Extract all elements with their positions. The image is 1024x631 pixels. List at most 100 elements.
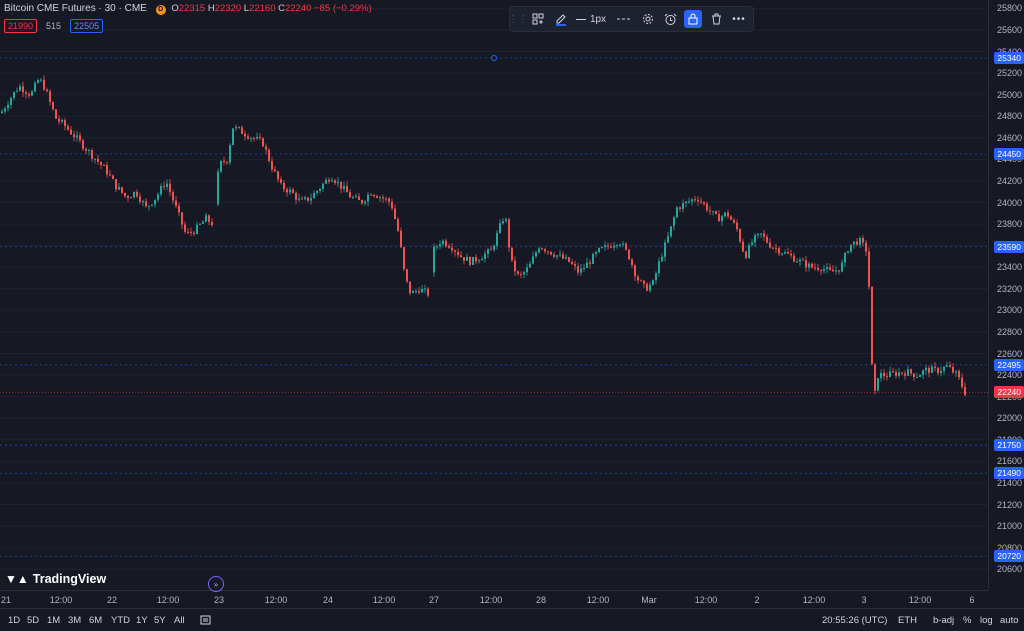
- alarm-icon[interactable]: [660, 7, 680, 31]
- high-value: 22320: [214, 3, 242, 14]
- line-price-tag[interactable]: 21750: [994, 439, 1024, 452]
- candle-body: [739, 229, 741, 242]
- chart-area[interactable]: [0, 0, 988, 590]
- candle: [934, 362, 936, 372]
- candle: [898, 368, 900, 379]
- range-button-6m[interactable]: 6M: [89, 615, 103, 626]
- range-button-ytd[interactable]: YTD: [111, 615, 130, 626]
- candle: [319, 187, 321, 194]
- candle: [616, 244, 618, 249]
- calendar-range-icon[interactable]: [200, 615, 211, 628]
- candle: [391, 198, 393, 211]
- candle-body: [949, 365, 951, 367]
- line-price-tag[interactable]: 22495: [994, 358, 1024, 371]
- range-button-1m[interactable]: 1M: [47, 615, 61, 626]
- session-button[interactable]: ETH: [898, 615, 917, 626]
- candle: [265, 143, 267, 155]
- range-button-all[interactable]: All: [174, 615, 185, 626]
- candle-body: [382, 197, 384, 199]
- candle-body: [859, 238, 861, 245]
- price-tick-label: 21200: [996, 499, 1022, 510]
- candle-body: [442, 240, 444, 245]
- candle-body: [571, 261, 573, 265]
- bid-button[interactable]: 21990: [4, 19, 38, 33]
- tradingview-logo[interactable]: ▼▲ TradingView: [5, 572, 106, 586]
- adjustment-button[interactable]: b-adj: [933, 615, 955, 626]
- candle-body: [244, 133, 246, 137]
- candle-body: [871, 286, 873, 365]
- candle-body: [532, 256, 534, 264]
- candle-body: [37, 80, 39, 83]
- candle: [793, 252, 795, 263]
- range-button-1y[interactable]: 1Y: [136, 615, 148, 626]
- candle: [613, 241, 615, 251]
- candle-body: [952, 366, 954, 373]
- candle-body: [898, 372, 900, 376]
- time-tick-label: 12:00: [802, 595, 826, 605]
- clock-display[interactable]: 20:55:26 (UTC): [822, 615, 888, 626]
- scroll-to-realtime-button[interactable]: »: [208, 576, 224, 592]
- auto-scale-button[interactable]: auto: [1000, 615, 1019, 626]
- candle: [13, 91, 15, 101]
- candle: [217, 168, 219, 207]
- candle-body: [685, 201, 687, 204]
- price-chart[interactable]: [0, 0, 988, 590]
- percent-scale-button[interactable]: %: [963, 615, 972, 626]
- candle: [625, 242, 627, 252]
- more-icon[interactable]: •••: [732, 13, 746, 25]
- pencil-icon[interactable]: [551, 7, 571, 31]
- candle-body: [295, 193, 297, 200]
- dash-style-icon[interactable]: [614, 7, 634, 31]
- candle-body: [160, 185, 162, 195]
- lock-icon[interactable]: [684, 10, 702, 28]
- candle-body: [943, 366, 945, 371]
- candle-body: [928, 367, 930, 373]
- tradingview-logo-text: TradingView: [32, 572, 107, 586]
- template-icon[interactable]: [528, 7, 548, 31]
- line-anchor-handle[interactable]: [491, 55, 497, 62]
- candle: [961, 373, 963, 390]
- candle: [61, 118, 63, 124]
- symbol-title[interactable]: Bitcoin CME Futures · 30 · CME: [4, 3, 147, 14]
- candle-body: [310, 198, 312, 201]
- candle: [256, 132, 258, 141]
- gear-icon[interactable]: [638, 7, 658, 31]
- line-price-tag[interactable]: 24450: [994, 147, 1024, 160]
- last-price-tag[interactable]: 22240: [994, 386, 1024, 399]
- range-button-5d[interactable]: 5D: [27, 615, 40, 626]
- candle-body: [625, 243, 627, 250]
- candle-body: [463, 257, 465, 261]
- trash-icon[interactable]: [706, 7, 726, 31]
- log-scale-button[interactable]: log: [980, 615, 993, 626]
- candle-body: [628, 249, 630, 260]
- ask-button[interactable]: 22505: [70, 19, 104, 33]
- line-price-tag[interactable]: 21490: [994, 467, 1024, 480]
- price-axis[interactable]: 2580025600254002520025000248002460024400…: [988, 0, 1024, 590]
- candle-body: [724, 212, 726, 217]
- drag-handle-icon[interactable]: ⋮⋮: [508, 13, 528, 25]
- candle: [700, 197, 702, 205]
- candle-body: [850, 244, 852, 252]
- candle: [952, 363, 954, 374]
- line-price-tag[interactable]: 25340: [994, 52, 1024, 64]
- range-button-1d[interactable]: 1D: [8, 615, 21, 626]
- range-button-5y[interactable]: 5Y: [154, 615, 166, 626]
- candle-body: [721, 216, 723, 222]
- candle: [118, 182, 120, 191]
- candle-body: [613, 245, 615, 248]
- candle: [289, 186, 291, 195]
- candle-body: [277, 171, 279, 180]
- range-button-3m[interactable]: 3M: [68, 615, 82, 626]
- line-width-button[interactable]: 1px: [573, 7, 609, 31]
- data-provider-badge[interactable]: D: [155, 5, 166, 15]
- candle: [340, 181, 342, 193]
- candle: [931, 364, 933, 373]
- line-price-tag[interactable]: 20720: [994, 550, 1024, 563]
- candle-body: [694, 199, 696, 201]
- time-axis[interactable]: 21 12:00 22 12:00 23 12:00 24 12:00 27 12:00 28 12:…: [0, 590, 988, 609]
- line-price-tag[interactable]: 23590: [994, 240, 1024, 253]
- candle-body: [298, 198, 300, 200]
- candle: [841, 259, 843, 273]
- candle: [694, 195, 696, 203]
- candle: [301, 196, 303, 200]
